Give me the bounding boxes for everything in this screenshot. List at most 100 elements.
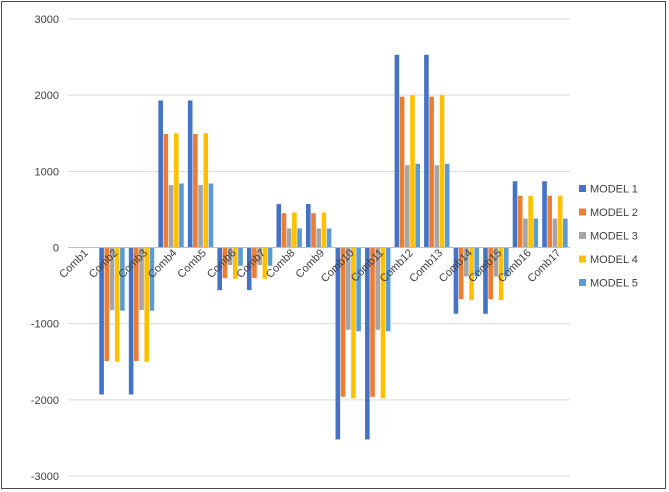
y-tick-label: 2000: [35, 90, 59, 102]
y-tick-label: 3000: [35, 14, 59, 26]
bar-model-3-comb13: [434, 165, 440, 248]
bar-model-4-comb13: [439, 95, 445, 248]
bar-model-5-comb6: [238, 247, 243, 266]
legend-swatch: [579, 232, 586, 239]
bar-model-2-comb4: [163, 134, 169, 248]
bar-model-4-comb6: [233, 247, 238, 279]
bar-model-2-comb3: [134, 247, 139, 361]
bar-model-2-comb12: [399, 96, 405, 248]
bar-model-3-comb15: [493, 247, 499, 277]
legend: MODEL 1 MODEL 2 MODEL 3 MODEL 4 MODEL 5: [579, 184, 638, 290]
bar-model-5-comb5: [208, 183, 214, 248]
legend-label: MODEL 2: [590, 207, 638, 219]
bar-model-3-comb8: [286, 228, 292, 248]
bar-model-3-comb12: [404, 165, 410, 248]
bar-model-3-comb14: [464, 247, 469, 277]
bar-model-2-comb6: [222, 247, 228, 278]
bar-model-5-comb12: [415, 163, 420, 248]
y-tick-label: -3000: [31, 471, 59, 483]
bar-model-5-comb4: [179, 183, 184, 248]
bar-model-4-comb12: [410, 95, 415, 248]
bar-model-5-comb13: [444, 163, 450, 248]
bar-model-4-comb7: [262, 247, 268, 279]
bar-model-4-comb11: [380, 247, 386, 399]
bar-model-2-comb8: [281, 213, 287, 248]
bar-model-5-comb14: [474, 247, 480, 277]
bar-model-3-comb10: [345, 247, 351, 330]
bar-model-3-comb9: [316, 228, 321, 248]
gridlines: [68, 18, 570, 477]
bars: [99, 54, 568, 440]
bar-model-5-comb16: [533, 218, 539, 248]
bar-model-1-comb10: [335, 247, 341, 440]
bar-model-3-comb6: [227, 247, 233, 266]
bar-model-1-comb11: [365, 247, 370, 440]
bar-model-1-comb2: [99, 247, 104, 395]
bar-model-1-comb16: [512, 181, 518, 248]
bar-model-5-comb15: [503, 247, 509, 277]
y-tick-label: -1000: [31, 319, 59, 331]
legend-label: MODEL 3: [590, 231, 638, 243]
legend-swatch: [579, 255, 586, 263]
bar-model-3-comb5: [198, 185, 203, 248]
bar-model-2-comb13: [429, 96, 434, 248]
bar-model-5-comb7: [267, 247, 273, 266]
bar-model-1-comb9: [306, 204, 311, 248]
x-tick-label: Comb5: [175, 247, 209, 281]
bar-model-2-comb14: [458, 247, 464, 300]
y-tick-label: 1000: [35, 166, 59, 178]
bar-model-2-comb10: [340, 247, 346, 397]
bar-model-1-comb5: [187, 100, 193, 248]
bar-model-4-comb3: [144, 247, 150, 362]
bar-model-4-comb15: [498, 247, 504, 301]
bar-model-1-comb14: [453, 247, 459, 314]
bar-model-2-comb16: [517, 195, 523, 248]
bar-model-5-comb9: [326, 228, 332, 248]
bar-model-1-comb13: [424, 54, 429, 248]
bar-model-5-comb10: [356, 247, 361, 332]
bar-model-1-comb17: [542, 181, 547, 248]
y-tick-label: 0: [53, 243, 59, 255]
bar-model-1-comb6: [217, 247, 223, 291]
bar-model-1-comb12: [394, 54, 400, 248]
bar-model-2-comb9: [311, 213, 316, 248]
bar-model-1-comb15: [483, 247, 488, 314]
bar-model-4-comb10: [351, 247, 356, 399]
x-tick-label: Comb17: [525, 247, 563, 285]
legend-label: MODEL 5: [590, 278, 638, 290]
bar-model-1-comb8: [276, 204, 282, 248]
bar-model-5-comb8: [297, 228, 302, 248]
bar-model-4-comb14: [469, 247, 474, 301]
bar-model-2-comb11: [370, 247, 375, 397]
bar-model-5-comb17: [563, 218, 568, 248]
bar-model-2-comb5: [193, 134, 198, 248]
legend-label: MODEL 1: [590, 184, 638, 196]
bar-model-3-comb11: [375, 247, 381, 330]
bar-model-3-comb4: [168, 185, 174, 248]
y-tick-label: -2000: [31, 395, 59, 407]
bar-model-2-comb7: [252, 247, 257, 278]
bar-model-3-comb16: [523, 218, 528, 248]
bar-model-2-comb17: [547, 195, 553, 248]
bar-model-2-comb2: [104, 247, 110, 361]
bar-model-3-comb7: [257, 247, 262, 266]
bar-model-3-comb17: [552, 218, 558, 248]
bar-model-1-comb3: [128, 247, 134, 395]
legend-swatch: [579, 185, 586, 192]
bar-model-4-comb16: [528, 195, 533, 248]
bar-model-4-comb17: [557, 195, 563, 248]
bar-model-3-comb3: [139, 247, 144, 310]
legend-swatch: [579, 208, 586, 216]
bar-model-1-comb4: [158, 100, 163, 248]
bar-model-2-comb15: [488, 247, 493, 300]
bar-model-4-comb4: [173, 133, 179, 248]
bar-model-5-comb3: [149, 247, 155, 311]
legend-label: MODEL 4: [590, 254, 638, 266]
bar-model-5-comb11: [385, 247, 391, 332]
legend-swatch: [579, 279, 586, 286]
bar-model-4-comb9: [321, 212, 327, 248]
bar-model-1-comb7: [246, 247, 252, 291]
bar-model-4-comb5: [203, 133, 209, 248]
